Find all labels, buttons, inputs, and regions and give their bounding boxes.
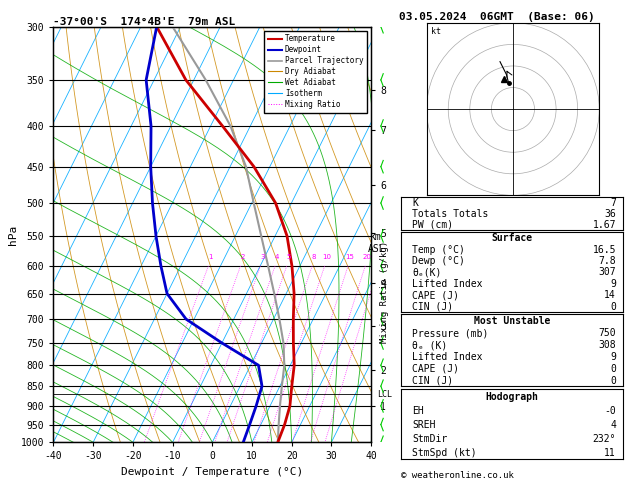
Text: Dewp (°C): Dewp (°C) [413, 256, 465, 266]
Text: Temp (°C): Temp (°C) [413, 244, 465, 255]
Text: 15: 15 [345, 254, 354, 260]
Text: 0: 0 [610, 302, 616, 312]
Text: kt: kt [431, 27, 441, 36]
Text: Totals Totals: Totals Totals [413, 209, 489, 219]
Text: Pressure (mb): Pressure (mb) [413, 328, 489, 338]
Text: 1.67: 1.67 [593, 220, 616, 230]
Text: 3: 3 [260, 254, 265, 260]
Y-axis label: hPa: hPa [8, 225, 18, 244]
Text: km
ASL: km ASL [367, 232, 385, 254]
Text: CAPE (J): CAPE (J) [413, 291, 459, 300]
Text: Surface: Surface [491, 233, 533, 243]
Text: 4: 4 [275, 254, 279, 260]
Text: 14: 14 [604, 291, 616, 300]
Text: Most Unstable: Most Unstable [474, 316, 550, 326]
Text: CAPE (J): CAPE (J) [413, 364, 459, 374]
Text: PW (cm): PW (cm) [413, 220, 454, 230]
Text: 2: 2 [240, 254, 245, 260]
Text: Hodograph: Hodograph [486, 392, 538, 401]
Text: 4: 4 [610, 420, 616, 430]
Text: 8: 8 [312, 254, 316, 260]
Text: -0: -0 [604, 406, 616, 416]
Text: -37°00'S  174°4B'E  79m ASL: -37°00'S 174°4B'E 79m ASL [53, 17, 236, 27]
Text: StmDir: StmDir [413, 434, 448, 444]
Text: Lifted Index: Lifted Index [413, 279, 483, 289]
Text: SREH: SREH [413, 420, 436, 430]
Text: 1: 1 [208, 254, 213, 260]
Text: 11: 11 [604, 448, 616, 458]
Text: 750: 750 [598, 328, 616, 338]
Text: 9: 9 [610, 279, 616, 289]
Text: LCL: LCL [377, 390, 392, 399]
Text: Mixing Ratio (g/kg): Mixing Ratio (g/kg) [381, 241, 389, 343]
Text: Lifted Index: Lifted Index [413, 352, 483, 362]
Text: 9: 9 [610, 352, 616, 362]
Text: 7: 7 [610, 198, 616, 208]
Text: 232°: 232° [593, 434, 616, 444]
X-axis label: Dewpoint / Temperature (°C): Dewpoint / Temperature (°C) [121, 467, 303, 477]
Text: θₑ(K): θₑ(K) [413, 267, 442, 278]
Text: EH: EH [413, 406, 424, 416]
Text: StmSpd (kt): StmSpd (kt) [413, 448, 477, 458]
Text: 16.5: 16.5 [593, 244, 616, 255]
Text: 307: 307 [598, 267, 616, 278]
Text: 10: 10 [322, 254, 331, 260]
Text: CIN (J): CIN (J) [413, 302, 454, 312]
Text: 7.8: 7.8 [598, 256, 616, 266]
Text: 20: 20 [362, 254, 372, 260]
Text: K: K [413, 198, 418, 208]
Text: 36: 36 [604, 209, 616, 219]
Text: 03.05.2024  06GMT  (Base: 06): 03.05.2024 06GMT (Base: 06) [399, 12, 595, 22]
Text: θₑ (K): θₑ (K) [413, 340, 448, 350]
Text: 308: 308 [598, 340, 616, 350]
Text: 5: 5 [286, 254, 291, 260]
Text: CIN (J): CIN (J) [413, 376, 454, 386]
Text: © weatheronline.co.uk: © weatheronline.co.uk [401, 471, 514, 480]
Text: 0: 0 [610, 364, 616, 374]
Text: 0: 0 [610, 376, 616, 386]
Legend: Temperature, Dewpoint, Parcel Trajectory, Dry Adiabat, Wet Adiabat, Isotherm, Mi: Temperature, Dewpoint, Parcel Trajectory… [264, 31, 367, 113]
